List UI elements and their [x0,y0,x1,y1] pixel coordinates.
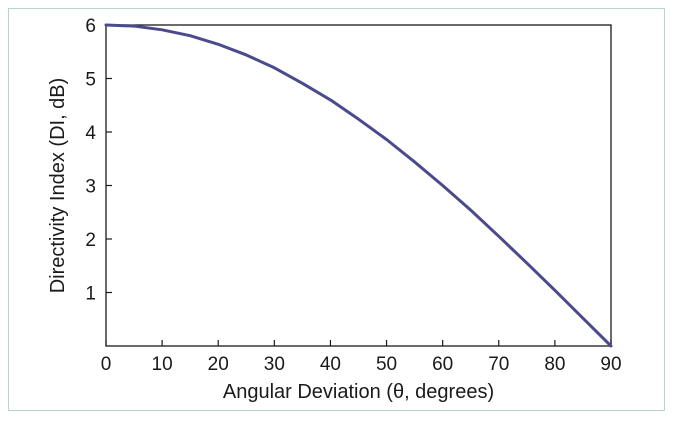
x-tick-label: 70 [488,354,509,375]
x-tick-label: 40 [320,354,341,375]
y-tick-label: 2 [85,230,96,251]
y-tick-label: 4 [85,123,96,144]
y-tick-label: 1 [85,284,96,305]
y-axis-ticks: 1 2 3 4 5 6 [85,16,112,305]
x-tick-label: 90 [600,354,621,375]
series-layer [104,23,613,348]
y-tick-label: 3 [85,177,96,198]
x-axis-label: Angular Deviation (θ, degrees) [223,381,494,403]
chart-frame [8,8,665,411]
plot-area [105,24,612,347]
x-tick-label: 80 [544,354,565,375]
x-tick-label: 50 [376,354,397,375]
x-tick-label: 60 [432,354,453,375]
x-axis-ticks: 0 10 20 30 40 50 60 70 80 90 [101,340,622,375]
x-tick-label: 0 [101,354,112,375]
series-line [104,23,613,348]
y-tick-label: 5 [85,70,96,91]
x-tick-label: 20 [208,354,229,375]
x-tick-label: 30 [264,354,285,375]
y-tick-label: 6 [85,16,96,37]
x-tick-label: 10 [152,354,173,375]
y-axis-label: Directivity Index (DI, dB) [47,78,69,294]
